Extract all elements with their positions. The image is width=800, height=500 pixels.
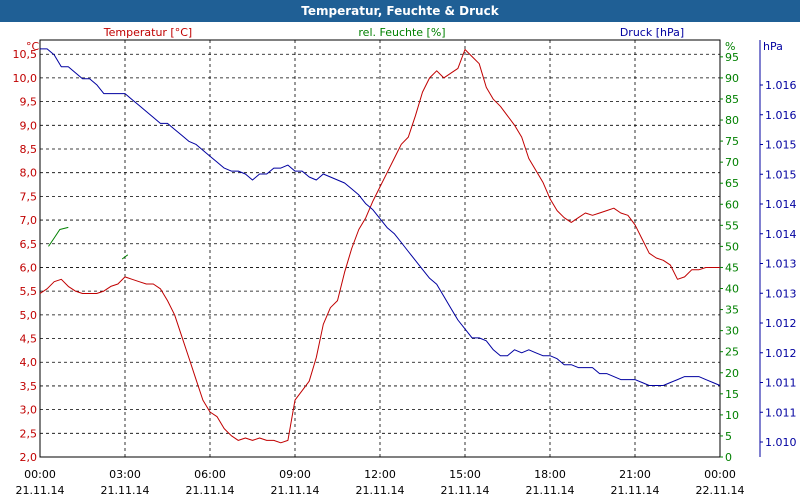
- x-tick-time-label: 03:00: [109, 468, 141, 481]
- pressure-tick-label: 1.015: [765, 168, 797, 181]
- pressure-tick-label: 1.013: [765, 287, 797, 300]
- humidity-tick-label: 20: [725, 367, 739, 380]
- temperature-tick-label: 9,0: [20, 119, 38, 132]
- temperature-tick-label: 7,0: [20, 214, 38, 227]
- temperature-tick-label: 4,5: [20, 333, 38, 346]
- humidity-tick-label: 95: [725, 51, 739, 64]
- temperature-tick-label: 10,0: [13, 72, 38, 85]
- humidity-tick-label: 40: [725, 283, 739, 296]
- x-tick-date-label: 22.11.14: [696, 484, 745, 497]
- x-tick-time-label: 18:00: [534, 468, 566, 481]
- humidity-tick-label: 60: [725, 198, 739, 211]
- humidity-tick-label: 25: [725, 346, 739, 359]
- x-tick-date-label: 21.11.14: [271, 484, 320, 497]
- temperature-tick-label: 6,5: [20, 238, 38, 251]
- humidity-tick-label: 50: [725, 240, 739, 253]
- x-tick-date-label: 21.11.14: [441, 484, 490, 497]
- temperature-tick-label: 8,5: [20, 143, 38, 156]
- x-tick-date-label: 21.11.14: [186, 484, 235, 497]
- temperature-tick-label: 5,5: [20, 285, 38, 298]
- temperature-tick-label: 4,0: [20, 356, 38, 369]
- humidity-tick-label: 85: [725, 93, 739, 106]
- temperature-tick-label: 7,5: [20, 190, 38, 203]
- humidity-tick-label: 90: [725, 72, 739, 85]
- pressure-tick-label: 1.013: [765, 258, 797, 271]
- humidity-tick-label: 55: [725, 219, 739, 232]
- pressure-tick-label: 1.016: [765, 109, 797, 122]
- plot-area: [39, 39, 721, 458]
- temperature-tick-label: 5,0: [20, 309, 38, 322]
- pressure-tick-label: 1.011: [765, 377, 797, 390]
- temperature-axis-title: Temperatur [°C]: [103, 26, 192, 39]
- x-tick-time-label: 00:00: [704, 468, 736, 481]
- humidity-tick-label: 30: [725, 325, 739, 338]
- humidity-tick-label: 65: [725, 177, 739, 190]
- x-tick-date-label: 21.11.14: [526, 484, 575, 497]
- humidity-series-line: [48, 226, 69, 247]
- humidity-unit-label: %: [725, 40, 735, 53]
- pressure-tick-label: 1.016: [765, 79, 797, 92]
- chart-title: Temperatur, Feuchte & Druck: [0, 0, 800, 22]
- x-tick-time-label: 21:00: [619, 468, 651, 481]
- x-tick-time-label: 15:00: [449, 468, 481, 481]
- humidity-tick-label: 80: [725, 114, 739, 127]
- x-tick-date-label: 21.11.14: [101, 484, 150, 497]
- humidity-tick-label: 15: [725, 388, 739, 401]
- pressure-tick-label: 1.014: [765, 228, 797, 241]
- humidity-tick-label: 5: [725, 430, 732, 443]
- humidity-tick-label: 70: [725, 156, 739, 169]
- humidity-tick-label: 75: [725, 135, 739, 148]
- x-tick-date-label: 21.11.14: [356, 484, 405, 497]
- pressure-tick-label: 1.014: [765, 198, 797, 211]
- temperature-tick-label: 2,0: [20, 451, 38, 464]
- temperature-tick-label: 6,0: [20, 261, 38, 274]
- temperature-unit-label: °C: [26, 40, 40, 53]
- pressure-tick-label: 1.012: [765, 317, 797, 330]
- pressure-tick-label: 1.012: [765, 347, 797, 360]
- pressure-tick-label: 1.010: [765, 436, 797, 449]
- humidity-tick-label: 35: [725, 304, 739, 317]
- temperature-tick-label: 3,5: [20, 380, 38, 393]
- x-tick-time-label: 09:00: [279, 468, 311, 481]
- x-tick-time-label: 06:00: [194, 468, 226, 481]
- temperature-tick-label: 3,0: [20, 404, 38, 417]
- humidity-tick-label: 0: [725, 451, 732, 464]
- pressure-tick-label: 1.015: [765, 139, 797, 152]
- humidity-tick-label: 10: [725, 409, 739, 422]
- x-tick-date-label: 21.11.14: [611, 484, 660, 497]
- humidity-axis-title: rel. Feuchte [%]: [358, 26, 445, 39]
- pressure-axis-title: Druck [hPa]: [620, 26, 684, 39]
- x-tick-time-label: 12:00: [364, 468, 396, 481]
- pressure-tick-label: 1.011: [765, 406, 797, 419]
- x-tick-date-label: 21.11.14: [16, 484, 65, 497]
- temperature-tick-label: 9,5: [20, 96, 38, 109]
- temperature-tick-label: 10,5: [13, 48, 38, 61]
- humidity-tick-label: 45: [725, 261, 739, 274]
- temperature-tick-label: 2,5: [20, 427, 38, 440]
- humidity-series-line: [121, 254, 129, 260]
- temperature-tick-label: 8,0: [20, 167, 38, 180]
- pressure-unit-label: hPa: [763, 40, 783, 53]
- x-tick-time-label: 00:00: [24, 468, 56, 481]
- temperature-series-line: [39, 49, 720, 444]
- pressure-series-line: [40, 48, 721, 386]
